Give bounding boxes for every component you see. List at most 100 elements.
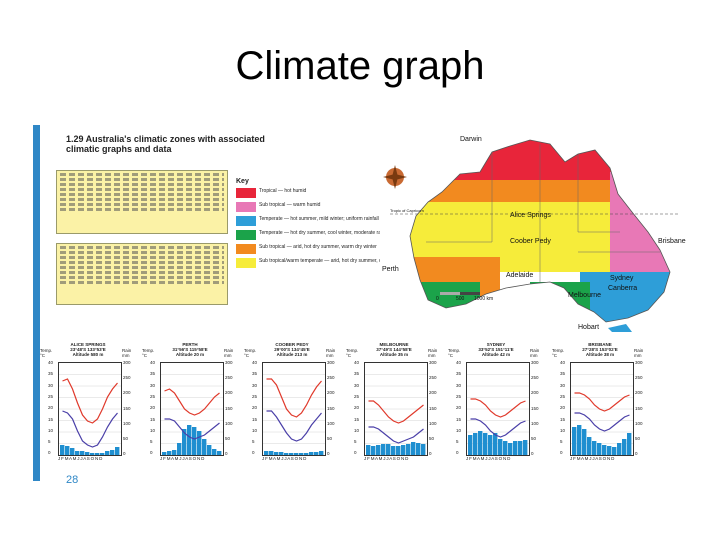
max-temp-line <box>164 388 220 416</box>
graph-plot <box>364 362 428 456</box>
climate-graph-alice-springs: ALICE SPRINGS 23°48'S 133°53'E Altitude 58… <box>40 342 136 468</box>
temp-tick: 15 <box>252 416 258 422</box>
temp-tick: 20 <box>252 405 258 411</box>
hobart-label: Hobart <box>578 324 600 331</box>
rain-tick: 300 <box>429 360 437 365</box>
graph-svg <box>161 374 223 455</box>
rain-bar <box>182 429 187 455</box>
temp-tick: 40 <box>560 360 566 365</box>
rain-tick: 150 <box>429 405 437 411</box>
rain-tick: 0 <box>635 451 638 457</box>
temp-tick: 35 <box>48 371 54 377</box>
rain-bar <box>289 453 294 455</box>
temp-tick: 40 <box>252 360 258 365</box>
rain-bar <box>376 445 381 455</box>
temp-tick: 20 <box>150 405 156 411</box>
key-label: Temperate — hot dry summer, cool winter,… <box>259 230 385 236</box>
rain-bar <box>314 452 319 455</box>
rain-tick: 200 <box>225 390 233 396</box>
brisbane-label: Brisbane <box>658 238 686 245</box>
rain-axis-label: Rain mm <box>634 348 644 358</box>
rain-tick: 250 <box>635 375 643 381</box>
temp-tick: 20 <box>456 405 462 411</box>
temp-tick: 40 <box>150 360 156 365</box>
graph-plot <box>160 362 224 456</box>
rain-tick: 200 <box>123 390 131 396</box>
rain-bar <box>503 441 508 455</box>
rain-tick: 0 <box>531 451 534 457</box>
slide-title: Climate graph <box>235 44 485 88</box>
temp-tick: 0 <box>150 450 153 456</box>
rain-bar <box>274 452 279 455</box>
rain-bar <box>488 435 493 455</box>
month-labels: J F M A M J J A S O N D <box>160 456 205 461</box>
temp-tick: 30 <box>252 382 258 388</box>
temp-tick: 10 <box>48 427 54 433</box>
key-title: Key <box>236 178 249 185</box>
darwin-data-table <box>56 170 228 234</box>
rain-bar <box>217 451 222 455</box>
rain-bar <box>371 446 376 455</box>
temp-axis-label: Temp. °C <box>244 348 257 358</box>
rain-tick: 300 <box>531 360 539 365</box>
graph-title: ALICE SPRINGS 23°48'S 133°53'E Altitude 58… <box>70 342 106 357</box>
rain-tick: 200 <box>531 390 539 396</box>
rain-bar <box>587 437 592 455</box>
adelaide-label: Adelaide <box>506 272 534 279</box>
temp-tick: 5 <box>150 439 153 445</box>
rain-axis-label: Rain mm <box>326 348 336 358</box>
rain-bar <box>421 444 426 455</box>
key-label: Temperate — hot summer, mild winter; uni… <box>259 216 379 222</box>
temp-tick: 35 <box>560 371 566 377</box>
rain-bar <box>202 439 207 455</box>
rain-axis-label: Rain mm <box>530 348 540 358</box>
climate-graph-perth: PERTH 31°56'S 115°58'E Altitude 20 m Temp. … <box>142 342 238 468</box>
key-label: Sub tropical — warm humid <box>259 202 321 208</box>
climate-graph-brisbane: BRISBANE 27°28'S 153°02'E Altitude 38 m Tem… <box>552 342 648 468</box>
rain-tick: 300 <box>327 360 335 365</box>
coober-pedy-label: Coober Pedy <box>510 238 551 245</box>
month-labels: J F M A M J J A S O N D <box>364 456 409 461</box>
temp-tick: 5 <box>354 439 357 445</box>
month-labels: J F M A M J J A S O N D <box>262 456 307 461</box>
temp-tick: 30 <box>354 382 360 388</box>
graph-title: SYDNEY 33°52'S 151°11'E Altitude 42 m <box>478 342 514 357</box>
rain-tick: 100 <box>123 420 131 426</box>
rain-bar <box>617 443 622 455</box>
rain-tick: 100 <box>635 420 643 426</box>
temp-tick: 10 <box>150 427 156 433</box>
climate-graph-melbourne: MELBOURNE 37°49'S 144°58'E Altitude 35 m Te… <box>346 342 442 468</box>
temp-tick: 25 <box>354 393 360 399</box>
month-labels: J F M A M J J A S O N D <box>570 456 615 461</box>
climate-graph-coober-pedy: COOBER PEDY 29°00'S 134°45'E Altitude 213 … <box>244 342 340 468</box>
max-temp-line <box>470 398 526 418</box>
rain-bar <box>70 448 75 455</box>
min-temp-line <box>574 412 630 432</box>
rain-bar <box>90 453 95 455</box>
graph-plot <box>262 362 326 456</box>
rain-bar <box>416 443 421 455</box>
temp-tick: 10 <box>560 427 566 433</box>
temp-tick: 5 <box>252 439 255 445</box>
temp-tick: 10 <box>456 427 462 433</box>
rain-bar <box>299 453 304 455</box>
rain-bar <box>319 451 324 455</box>
temp-axis-label: Temp. °C <box>142 348 155 358</box>
graph-svg <box>571 374 633 455</box>
rain-bar <box>309 452 314 455</box>
temp-tick: 30 <box>150 382 156 388</box>
max-temp-line <box>574 392 630 412</box>
rain-bar <box>513 441 518 455</box>
rain-tick: 100 <box>327 420 335 426</box>
max-temp-line <box>266 378 322 418</box>
rain-bar <box>401 445 406 455</box>
key-swatch <box>236 188 256 198</box>
page-number: 28 <box>66 474 79 486</box>
key-swatch <box>236 258 256 268</box>
temp-tick: 5 <box>560 439 563 445</box>
rain-bar <box>622 439 627 455</box>
rain-bar <box>572 427 577 455</box>
rain-bar <box>60 445 65 455</box>
graph-plot <box>466 362 530 456</box>
rain-bar <box>197 431 202 455</box>
